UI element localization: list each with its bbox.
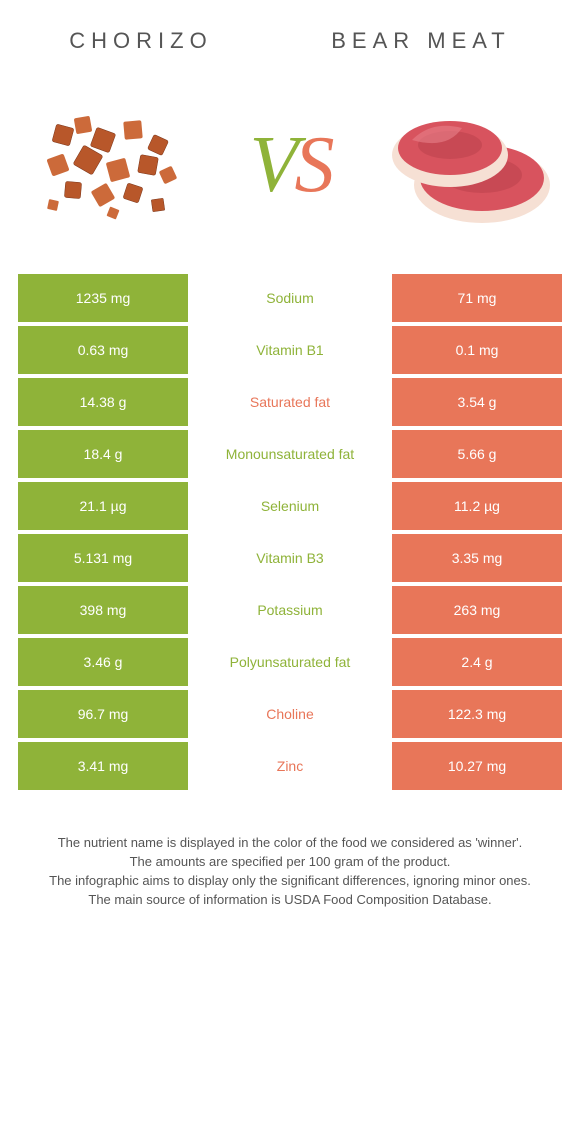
cell-right-value: 3.54 g	[392, 378, 562, 426]
cell-nutrient-label: Selenium	[188, 482, 392, 530]
comparison-table: 1235 mgSodium71 mg0.63 mgVitamin B10.1 m…	[0, 274, 580, 794]
cell-nutrient-label: Polyunsaturated fat	[188, 638, 392, 686]
cell-left-value: 3.46 g	[18, 638, 188, 686]
table-row: 14.38 gSaturated fat3.54 g	[18, 378, 562, 430]
cell-nutrient-label: Potassium	[188, 586, 392, 634]
bearmeat-image	[372, 90, 562, 240]
cell-right-value: 263 mg	[392, 586, 562, 634]
cell-right-value: 71 mg	[392, 274, 562, 322]
cell-right-value: 10.27 mg	[392, 742, 562, 790]
cell-nutrient-label: Monounsaturated fat	[188, 430, 392, 478]
chorizo-image	[18, 90, 208, 240]
vs-v: V	[250, 121, 295, 209]
cell-left-value: 14.38 g	[18, 378, 188, 426]
cell-nutrient-label: Zinc	[188, 742, 392, 790]
footer-line-3: The infographic aims to display only the…	[22, 872, 558, 891]
table-row: 3.41 mgZinc10.27 mg	[18, 742, 562, 794]
cell-right-value: 3.35 mg	[392, 534, 562, 582]
footer-line-2: The amounts are specified per 100 gram o…	[22, 853, 558, 872]
title-left: Chorizo	[69, 28, 212, 54]
cell-nutrient-label: Saturated fat	[188, 378, 392, 426]
cell-right-value: 11.2 µg	[392, 482, 562, 530]
table-row: 3.46 gPolyunsaturated fat2.4 g	[18, 638, 562, 690]
footer-line-1: The nutrient name is displayed in the co…	[22, 834, 558, 853]
cell-right-value: 2.4 g	[392, 638, 562, 686]
vs-label: VS	[250, 120, 331, 211]
cell-nutrient-label: Sodium	[188, 274, 392, 322]
cell-left-value: 3.41 mg	[18, 742, 188, 790]
cell-left-value: 18.4 g	[18, 430, 188, 478]
cell-left-value: 398 mg	[18, 586, 188, 634]
cell-right-value: 5.66 g	[392, 430, 562, 478]
table-row: 18.4 gMonounsaturated fat5.66 g	[18, 430, 562, 482]
table-row: 398 mgPotassium263 mg	[18, 586, 562, 638]
table-row: 0.63 mgVitamin B10.1 mg	[18, 326, 562, 378]
cell-right-value: 0.1 mg	[392, 326, 562, 374]
title-right: Bear meat	[331, 28, 511, 54]
table-row: 21.1 µgSelenium11.2 µg	[18, 482, 562, 534]
table-row: 1235 mgSodium71 mg	[18, 274, 562, 326]
vs-s: S	[294, 121, 330, 209]
cell-right-value: 122.3 mg	[392, 690, 562, 738]
header: Chorizo Bear meat	[0, 0, 580, 74]
footer-line-4: The main source of information is USDA F…	[22, 891, 558, 910]
cell-left-value: 5.131 mg	[18, 534, 188, 582]
table-row: 5.131 mgVitamin B33.35 mg	[18, 534, 562, 586]
table-row: 96.7 mgCholine122.3 mg	[18, 690, 562, 742]
cell-nutrient-label: Vitamin B3	[188, 534, 392, 582]
cell-left-value: 1235 mg	[18, 274, 188, 322]
cell-nutrient-label: Choline	[188, 690, 392, 738]
hero: VS	[0, 74, 580, 274]
cell-left-value: 0.63 mg	[18, 326, 188, 374]
footer: The nutrient name is displayed in the co…	[0, 794, 580, 909]
cell-nutrient-label: Vitamin B1	[188, 326, 392, 374]
cell-left-value: 21.1 µg	[18, 482, 188, 530]
cell-left-value: 96.7 mg	[18, 690, 188, 738]
